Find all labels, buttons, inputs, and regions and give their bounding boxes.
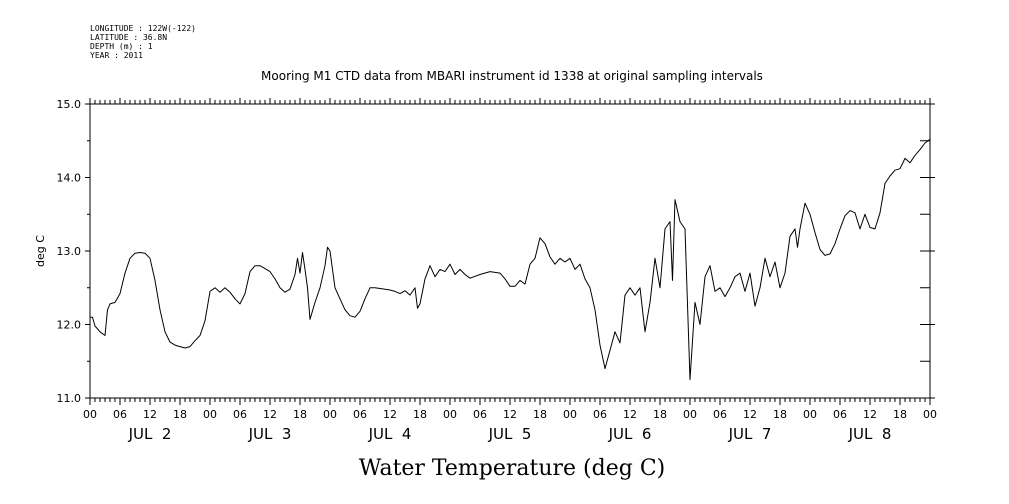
year-label: YEAR : 2011: [90, 51, 143, 60]
day-label: JUL 2: [128, 425, 172, 443]
x-tick-label: 06: [113, 408, 127, 421]
y-axis-label: deg C: [34, 235, 47, 267]
y-axis: 11.0 12.0 13.0 14.0 15.0: [57, 98, 935, 405]
x-tick-label: 06: [833, 408, 847, 421]
series-group: [90, 138, 931, 381]
day-label: JUL 8: [848, 425, 892, 443]
x-tick-label: 12: [383, 408, 397, 421]
x-tick-label: 06: [233, 408, 247, 421]
x-tick-label: 00: [683, 408, 697, 421]
day-label: JUL 5: [488, 425, 532, 443]
x-tick-label: 06: [713, 408, 727, 421]
x-tick-label: 00: [803, 408, 817, 421]
x-tick-label: 06: [593, 408, 607, 421]
x-tick-label: 12: [743, 408, 757, 421]
x-tick-label: 06: [353, 408, 367, 421]
x-axis-label: Water Temperature (deg C): [359, 456, 666, 481]
x-tick-label: 12: [143, 408, 157, 421]
chart-title: Mooring M1 CTD data from MBARI instrumen…: [261, 69, 763, 83]
x-tick-label: 18: [413, 408, 427, 421]
x-tick-label: 06: [473, 408, 487, 421]
temperature-series-line: [90, 138, 931, 381]
x-tick-label: 12: [503, 408, 517, 421]
x-tick-label: 18: [533, 408, 547, 421]
y-tick-label: 14.0: [57, 172, 82, 185]
x-tick-label: 12: [863, 408, 877, 421]
x-tick-label: 00: [203, 408, 217, 421]
x-tick-label: 18: [653, 408, 667, 421]
x-tick-label: 00: [923, 408, 937, 421]
y-tick-label: 12.0: [57, 319, 82, 332]
day-label: JUL 7: [728, 425, 772, 443]
x-tick-label: 00: [563, 408, 577, 421]
x-tick-label: 18: [893, 408, 907, 421]
x-tick-label: 12: [263, 408, 277, 421]
x-tick-label: 18: [293, 408, 307, 421]
x-tick-label: 00: [443, 408, 457, 421]
x-axis: 00 06 12 18 00 06 12 18 00 06 12 18 00 06 12 18 00 06 12 18…: [83, 98, 937, 443]
day-label: JUL 4: [368, 425, 412, 443]
day-label: JUL 3: [248, 425, 292, 443]
depth-label: DEPTH (m) : 1: [90, 42, 153, 51]
x-tick-label: 00: [323, 408, 337, 421]
plot-frame: [89, 103, 931, 399]
metadata-block: LONGITUDE : 122W(-122) LATITUDE : 36.8N …: [90, 24, 196, 60]
x-tick-label: 18: [173, 408, 187, 421]
longitude-label: LONGITUDE : 122W(-122): [90, 24, 196, 33]
x-tick-label: 12: [623, 408, 637, 421]
x-tick-label: 00: [83, 408, 97, 421]
y-tick-label: 15.0: [57, 98, 82, 111]
day-label: JUL 6: [608, 425, 652, 443]
y-tick-label: 11.0: [57, 392, 82, 405]
latitude-label: LATITUDE : 36.8N: [90, 33, 167, 42]
y-tick-label: 13.0: [57, 245, 82, 258]
x-tick-label: 18: [773, 408, 787, 421]
